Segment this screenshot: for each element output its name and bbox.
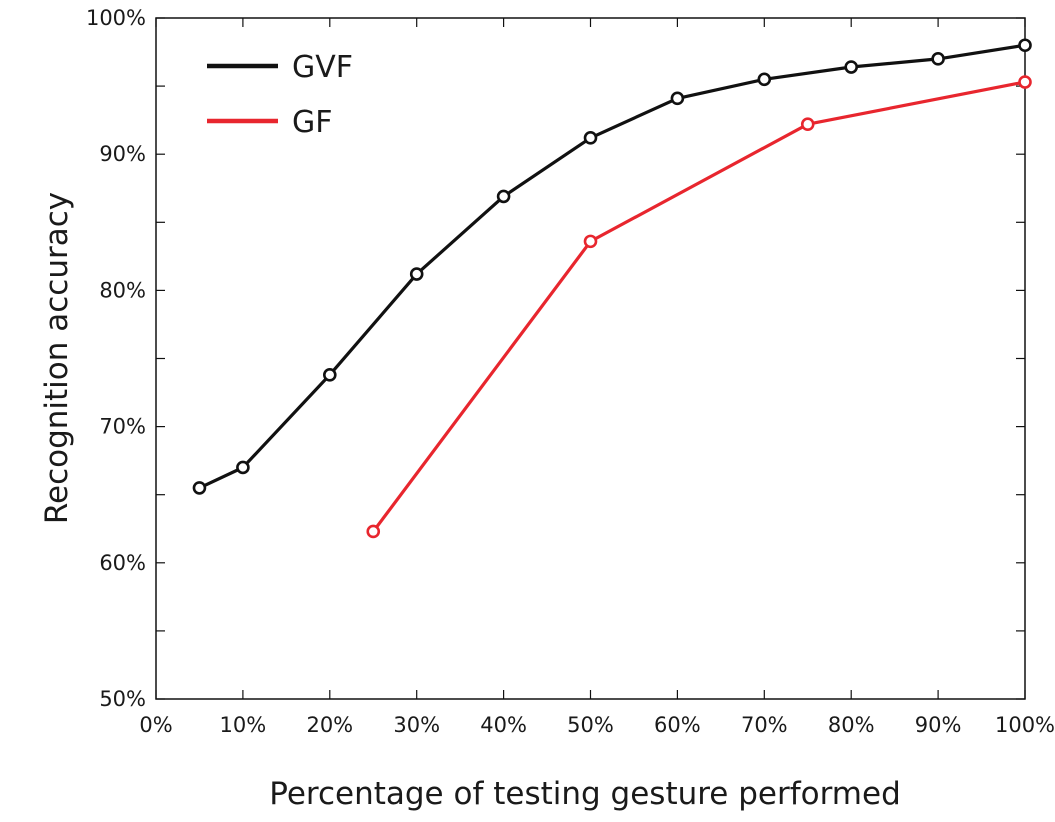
data-point-gvf bbox=[670, 91, 685, 106]
x-tick-label: 60% bbox=[654, 713, 701, 737]
x-tick-label: 70% bbox=[741, 713, 788, 737]
tick-labels: 0% 10% 20% 30% 40% 50% 60% 70% 80% 90% 100% 50% 60% 7… bbox=[86, 6, 1055, 737]
data-point-gvf bbox=[409, 267, 424, 281]
x-tick-label: 10% bbox=[220, 713, 267, 737]
data-point-gf bbox=[800, 117, 815, 132]
x-tick-label: 80% bbox=[828, 713, 875, 737]
x-tick-label: 0% bbox=[139, 713, 172, 737]
x-tick-label: 20% bbox=[306, 713, 353, 737]
data-point-gf bbox=[1018, 75, 1032, 89]
data-point-gvf bbox=[496, 189, 511, 204]
data-point-gvf bbox=[583, 131, 598, 145]
legend: GVF GF bbox=[207, 50, 353, 140]
series-gvf bbox=[192, 38, 1032, 495]
plot-frame bbox=[155, 17, 1026, 700]
y-tick-label: 100% bbox=[86, 6, 146, 30]
data-point-gvf bbox=[322, 368, 337, 382]
x-tick-label: 100% bbox=[995, 713, 1055, 737]
legend-label-gf: GF bbox=[292, 105, 333, 140]
series-line-gf bbox=[371, 80, 1027, 534]
y-axis-title: Recognition accuracy bbox=[39, 192, 75, 524]
series-gf bbox=[366, 75, 1032, 539]
data-point-gf bbox=[583, 234, 598, 249]
data-point-gvf bbox=[931, 52, 945, 66]
y-tick-label: 90% bbox=[99, 142, 146, 166]
y-tick-label: 50% bbox=[99, 687, 146, 711]
data-point-gvf bbox=[844, 60, 859, 74]
legend-label-gvf: GVF bbox=[292, 50, 353, 85]
x-tick-label: 50% bbox=[567, 713, 614, 737]
data-point-gvf bbox=[757, 72, 772, 87]
y-tick-label: 60% bbox=[99, 551, 146, 575]
x-tick-label: 30% bbox=[393, 713, 440, 737]
y-tick-label: 70% bbox=[99, 415, 146, 439]
data-point-gvf bbox=[192, 481, 207, 495]
x-tick-label: 40% bbox=[480, 713, 527, 737]
y-tick-label: 80% bbox=[99, 278, 146, 302]
data-point-gvf bbox=[1018, 38, 1032, 53]
data-point-gf bbox=[366, 524, 381, 539]
series-layer bbox=[192, 38, 1032, 539]
axis-ticks bbox=[155, 17, 1026, 700]
data-point-gvf bbox=[236, 460, 250, 475]
x-axis-title: Percentage of testing gesture performed bbox=[269, 776, 901, 812]
x-tick-label: 90% bbox=[915, 713, 962, 737]
